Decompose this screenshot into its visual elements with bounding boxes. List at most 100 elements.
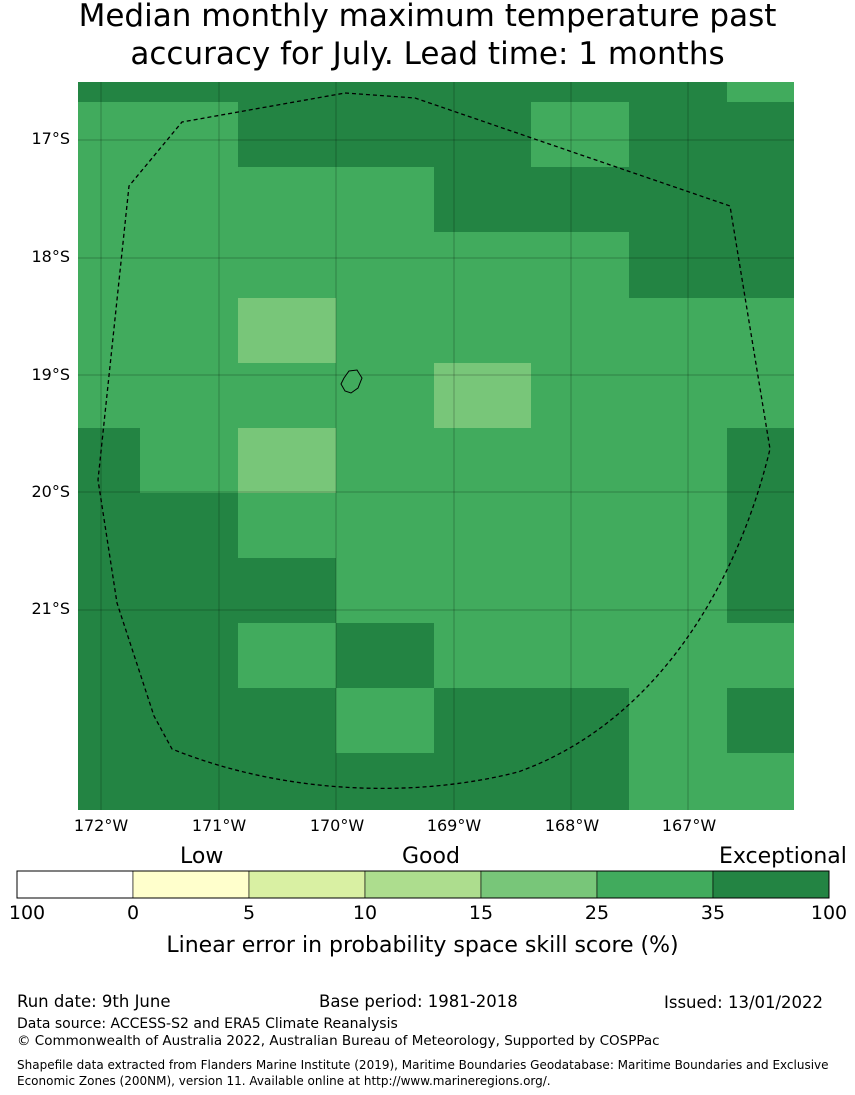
skill-cell [531, 428, 630, 494]
skill-cell [238, 298, 337, 364]
shapefile-credit: Shapefile data extracted from Flanders M… [17, 1057, 847, 1089]
skill-grid-cells [78, 82, 794, 810]
colorbar-tick: 35 [700, 902, 726, 924]
skill-cell [78, 167, 141, 233]
skill-cell [434, 558, 532, 624]
skill-cell [531, 493, 630, 559]
skill-cell [140, 493, 239, 559]
skill-cell [336, 428, 435, 494]
colorbar-bin [712, 870, 830, 899]
skill-cell [336, 753, 435, 810]
skill-cell [629, 102, 728, 168]
colorbar-frame [16, 870, 830, 899]
issued-date: Issued: 13/01/2022 [664, 993, 824, 1012]
skill-cell [531, 558, 630, 624]
skill-cell [238, 493, 337, 559]
skill-cell [140, 688, 239, 754]
colorbar-tick: 10 [352, 902, 378, 924]
skill-cell [140, 623, 239, 689]
skill-cell [531, 688, 630, 754]
skill-cell [531, 363, 630, 429]
skill-cell [140, 167, 239, 233]
skill-cell [140, 363, 239, 429]
colorbar-bin [596, 870, 714, 899]
skill-cell [531, 102, 630, 168]
skill-cell [238, 82, 337, 103]
skill-cell [434, 298, 532, 364]
skill-cell [238, 232, 337, 299]
skill-cell [336, 102, 435, 168]
skill-cell [140, 232, 239, 299]
skill-cell [336, 623, 435, 689]
skill-cell [78, 363, 141, 429]
skill-cell [727, 102, 794, 168]
skill-cell [629, 167, 728, 233]
skill-cell [531, 753, 630, 810]
colorbar-label: Linear error in probability space skill … [166, 933, 679, 958]
skill-cell [238, 167, 337, 233]
skill-cell [727, 363, 794, 429]
skill-cell [336, 232, 435, 299]
lat-lon-gridlines [78, 82, 794, 810]
skill-cell [238, 363, 337, 429]
skill-cell [727, 688, 794, 754]
lon-label-169w: 169°W [426, 816, 482, 835]
shapefile-credit-line-1: Shapefile data extracted from Flanders M… [17, 1058, 829, 1072]
eez-boundary [97, 92, 771, 789]
lat-label-19s: 19°S [31, 365, 70, 384]
shapefile-credit-line-2: Economic Zones (200NM), version 11. Avai… [17, 1074, 551, 1088]
colorbar-tick: 100 [810, 902, 848, 924]
skill-cell [629, 558, 728, 624]
skill-cell [434, 688, 532, 754]
skill-cell [629, 363, 728, 429]
lon-label-167w: 167°W [661, 816, 717, 835]
skill-score-map [78, 82, 794, 810]
lon-label-168w: 168°W [544, 816, 600, 835]
skill-cell [78, 623, 141, 689]
lon-label-170w: 170°W [309, 816, 365, 835]
skill-cell [727, 428, 794, 494]
skill-cell [629, 298, 728, 364]
data-source: Data source: ACCESS-S2 and ERA5 Climate … [17, 1016, 398, 1032]
map-title: Median monthly maximum temperature past … [0, 0, 855, 73]
skill-cell [629, 753, 728, 810]
colorbar [16, 870, 830, 899]
skill-cell [336, 688, 435, 754]
skill-cell [727, 558, 794, 624]
category-low: Low [180, 844, 224, 869]
skill-cell [434, 82, 532, 103]
base-period: Base period: 1981-2018 [319, 992, 518, 1011]
skill-cell [629, 623, 728, 689]
skill-cell [238, 623, 337, 689]
skill-cell [140, 82, 239, 103]
category-good: Good [402, 844, 460, 869]
title-line-2: accuracy for July. Lead time: 1 months [130, 36, 725, 72]
skill-cell [336, 167, 435, 233]
skill-cell [140, 298, 239, 364]
lat-label-18s: 18°S [31, 247, 70, 266]
skill-cell [238, 102, 337, 168]
skill-cell [238, 558, 337, 624]
skill-cell [727, 623, 794, 689]
skill-cell [727, 753, 794, 810]
colorbar-tick: 25 [584, 902, 610, 924]
colorbar-tick: 100 [8, 902, 46, 924]
skill-cell [140, 753, 239, 810]
skill-cell [78, 82, 141, 103]
skill-cell [238, 428, 337, 494]
skill-cell [629, 232, 728, 299]
skill-cell [78, 493, 141, 559]
skill-cell [727, 232, 794, 299]
skill-cell [531, 82, 630, 103]
skill-cell [727, 82, 794, 103]
skill-cell [78, 688, 141, 754]
skill-cell [434, 363, 532, 429]
skill-cell [78, 753, 141, 810]
skill-cell [78, 102, 141, 168]
skill-cell [434, 623, 532, 689]
colorbar-bin [480, 870, 598, 899]
skill-cell [629, 428, 728, 494]
skill-cell [336, 298, 435, 364]
colorbar-bin [248, 870, 366, 899]
colorbar-bin [364, 870, 482, 899]
